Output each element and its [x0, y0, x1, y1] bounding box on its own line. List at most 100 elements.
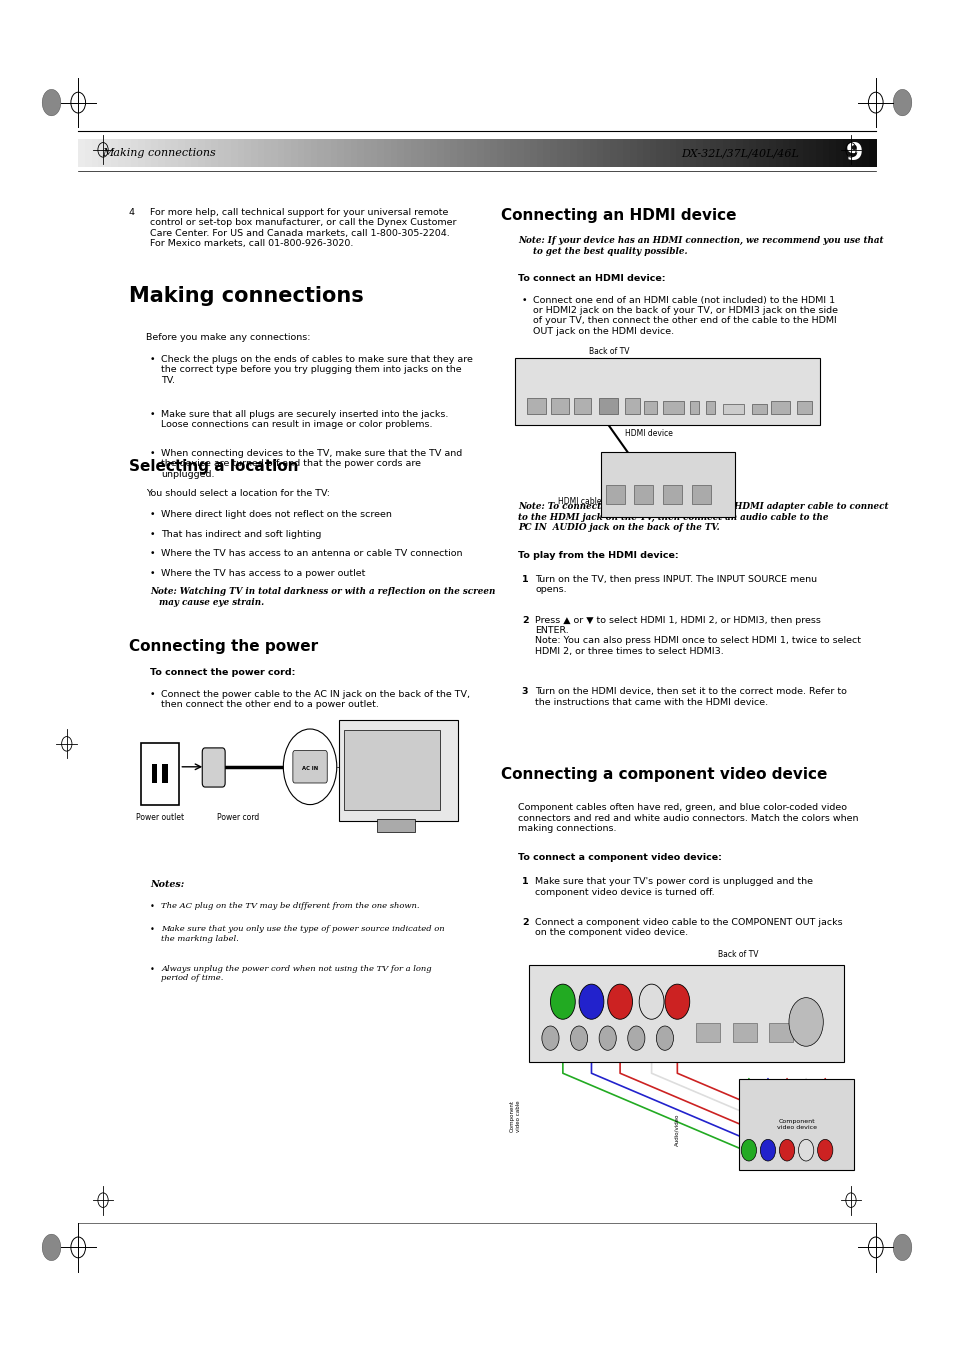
Circle shape	[788, 998, 822, 1046]
Text: DX-32L/37L/40L/46L: DX-32L/37L/40L/46L	[680, 148, 799, 158]
Text: AC IN: AC IN	[301, 765, 318, 771]
Bar	[483, 139, 491, 167]
Bar	[324, 139, 332, 167]
Text: Note: If your device has an HDMI connection, we recommend you use that
     to g: Note: If your device has an HDMI connect…	[517, 236, 882, 255]
Bar	[722, 139, 730, 167]
Bar	[443, 139, 451, 167]
Bar	[557, 139, 564, 167]
Bar	[344, 139, 352, 167]
Text: 1: 1	[521, 575, 528, 585]
Bar	[231, 139, 238, 167]
Text: 2: 2	[521, 918, 528, 927]
Bar	[776, 139, 782, 167]
Bar	[550, 139, 558, 167]
Bar	[410, 139, 417, 167]
Text: Selecting a location: Selecting a location	[129, 459, 298, 474]
Bar	[311, 139, 318, 167]
Circle shape	[570, 1026, 587, 1050]
Circle shape	[283, 729, 336, 805]
Bar	[78, 139, 86, 167]
Bar	[624, 398, 639, 414]
Bar	[152, 139, 159, 167]
Bar	[602, 139, 610, 167]
Text: Making connections: Making connections	[102, 148, 215, 158]
Text: Connect one end of an HDMI cable (not included) to the HDMI 1
or HDMI2 jack on t: Connect one end of an HDMI cable (not in…	[533, 296, 838, 336]
Bar	[605, 485, 624, 504]
Circle shape	[664, 984, 689, 1019]
Bar	[855, 139, 862, 167]
Text: Back of TV: Back of TV	[589, 347, 629, 355]
Bar	[456, 139, 464, 167]
Bar	[105, 139, 112, 167]
Text: Connecting a component video device: Connecting a component video device	[500, 767, 826, 782]
Text: Power outlet: Power outlet	[136, 813, 184, 822]
Text: •: •	[150, 902, 154, 911]
Bar	[596, 139, 603, 167]
Bar	[736, 139, 743, 167]
Bar	[145, 139, 152, 167]
Bar	[689, 401, 699, 414]
Circle shape	[42, 1234, 61, 1261]
Bar	[848, 139, 856, 167]
Circle shape	[598, 1026, 616, 1050]
Text: Note: Watching TV in total darkness or with a reflection on the screen
   may ca: Note: Watching TV in total darkness or w…	[150, 587, 495, 606]
Bar	[543, 139, 551, 167]
Bar	[862, 139, 869, 167]
Bar	[204, 139, 212, 167]
Bar	[662, 485, 681, 504]
Bar	[338, 720, 457, 821]
Bar	[769, 139, 776, 167]
Bar	[656, 139, 663, 167]
Text: Connecting an HDMI device: Connecting an HDMI device	[500, 208, 736, 223]
Bar	[364, 139, 372, 167]
Bar	[396, 139, 404, 167]
Text: Turn on the TV, then press INPUT. The INPUT SOURCE menu
opens.: Turn on the TV, then press INPUT. The IN…	[535, 575, 817, 594]
Bar	[304, 139, 312, 167]
Bar	[490, 139, 497, 167]
Text: Connect the power cable to the AC IN jack on the back of the TV,
then connect th: Connect the power cable to the AC IN jac…	[161, 690, 470, 709]
Text: Before you make any connections:: Before you make any connections:	[146, 333, 310, 343]
Bar	[762, 139, 770, 167]
Bar	[649, 139, 657, 167]
Bar	[357, 139, 365, 167]
Bar	[801, 139, 809, 167]
Bar	[768, 1023, 792, 1042]
Bar	[125, 139, 132, 167]
Text: Where the TV has access to an antenna or cable TV connection: Where the TV has access to an antenna or…	[161, 549, 462, 559]
Bar	[177, 139, 185, 167]
FancyBboxPatch shape	[141, 743, 179, 805]
Text: •: •	[150, 964, 154, 973]
Bar	[696, 139, 703, 167]
Bar	[662, 139, 670, 167]
Bar	[676, 139, 683, 167]
Text: For more help, call technical support for your universal remote
control or set-t: For more help, call technical support fo…	[150, 208, 456, 248]
Bar	[788, 139, 796, 167]
Bar	[277, 139, 285, 167]
Bar	[691, 485, 710, 504]
Text: Check the plugs on the ends of cables to make sure that they are
the correct typ: Check the plugs on the ends of cables to…	[161, 355, 473, 385]
Bar	[756, 139, 763, 167]
Text: Note: To connect a DVI device, use a DVI to HDMI adapter cable to connect
to the: Note: To connect a DVI device, use a DVI…	[517, 502, 887, 532]
Text: Where the TV has access to a power outlet: Where the TV has access to a power outle…	[161, 568, 365, 578]
Bar	[808, 139, 816, 167]
Bar	[722, 404, 743, 414]
Text: That has indirect and soft lighting: That has indirect and soft lighting	[161, 531, 321, 539]
Circle shape	[656, 1026, 673, 1050]
Bar	[162, 764, 168, 783]
Bar	[503, 139, 511, 167]
Bar	[609, 139, 617, 167]
Bar	[152, 764, 157, 783]
Bar	[662, 401, 683, 414]
Bar	[742, 139, 750, 167]
Bar	[600, 452, 734, 517]
Bar	[749, 139, 757, 167]
Bar	[331, 139, 338, 167]
Bar	[351, 139, 358, 167]
Bar	[376, 819, 415, 832]
Text: Where direct light does not reflect on the screen: Where direct light does not reflect on t…	[161, 510, 392, 520]
Text: Component
video device: Component video device	[776, 1119, 816, 1130]
Circle shape	[779, 1139, 794, 1161]
FancyBboxPatch shape	[202, 748, 225, 787]
Text: Audio/video: Audio/video	[674, 1114, 679, 1146]
Text: Notes:: Notes:	[150, 880, 184, 890]
